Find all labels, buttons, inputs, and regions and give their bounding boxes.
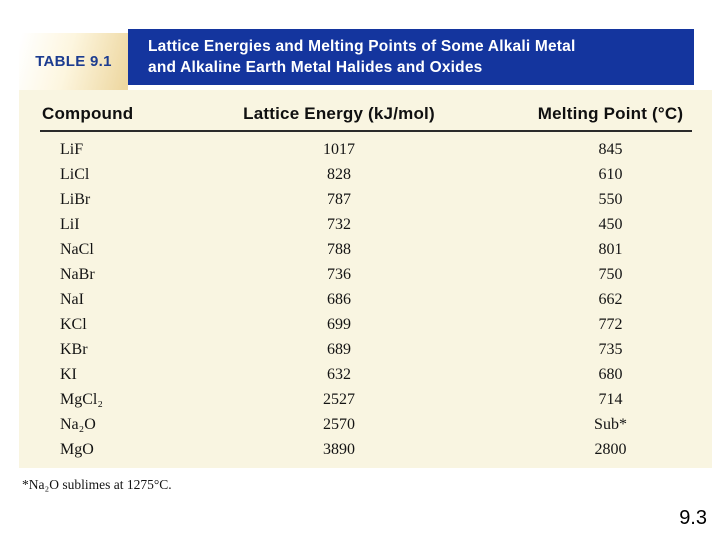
lattice-energy-cell: 736: [327, 266, 351, 283]
table-row: NaI 686 662: [19, 287, 712, 312]
compound-cell: LiI: [60, 216, 80, 233]
lattice-energy-cell: 2570: [323, 416, 355, 433]
compound-cell: KI: [60, 366, 77, 383]
melting-point-cell: 550: [598, 191, 623, 208]
table-row: Na₂O 2570 Sub*: [19, 412, 712, 437]
lattice-energy-cell: 689: [327, 341, 351, 358]
lattice-energy-cell: 632: [327, 366, 351, 383]
table-row: LiF 1017 845: [19, 137, 712, 162]
melting-point-cell: 801: [598, 241, 623, 258]
compound-cell: LiF: [60, 141, 84, 158]
melting-point-cell: Sub*: [594, 416, 627, 433]
compound-cell: MgCl₂: [60, 391, 103, 408]
lattice-energy-cell: 3890: [323, 441, 355, 458]
lattice-energy-cell: 2527: [323, 391, 355, 408]
table-title-line2: and Alkaline Earth Metal Halides and Oxi…: [148, 59, 483, 76]
compound-cell: NaCl: [60, 241, 94, 258]
compound-cell: KBr: [60, 341, 88, 358]
table-row: MgO 3890 2800: [19, 437, 712, 462]
melting-point-cell: 750: [598, 266, 623, 283]
melting-point-cell: 680: [598, 366, 623, 383]
melting-point-cell: 735: [598, 341, 623, 358]
table-body: Compound Lattice Energy (kJ/mol) Melting…: [19, 90, 712, 468]
melting-point-cell: 450: [598, 216, 623, 233]
table-header-row: Compound Lattice Energy (kJ/mol) Melting…: [19, 90, 712, 125]
melting-point-cell: 2800: [594, 441, 627, 458]
header-rule: [40, 130, 692, 132]
column-header-compound: Compound: [42, 104, 134, 123]
lattice-energy-cell: 732: [327, 216, 351, 233]
table-row: LiBr 787 550: [19, 187, 712, 212]
table-title-line1: Lattice Energies and Melting Points of S…: [148, 38, 576, 55]
melting-point-cell: 610: [598, 166, 623, 183]
compound-cell: NaI: [60, 291, 84, 308]
melting-point-cell: 662: [598, 291, 623, 308]
table-row: KI 632 680: [19, 362, 712, 387]
compound-cell: NaBr: [60, 266, 95, 283]
table-footnote: *Na₂O sublimes at 1275°C.: [22, 477, 172, 492]
slide-page-number: 9.3: [679, 507, 707, 529]
table-row: NaCl 788 801: [19, 237, 712, 262]
column-header-lattice-energy: Lattice Energy (kJ/mol): [243, 104, 435, 123]
melting-point-cell: 845: [598, 141, 623, 158]
table-number-text: TABLE 9.1: [35, 53, 112, 70]
melting-point-cell: 714: [598, 391, 623, 408]
lattice-energy-cell: 788: [327, 241, 351, 258]
compound-cell: LiCl: [60, 166, 90, 183]
lattice-energy-cell: 1017: [323, 141, 355, 158]
table-rows: LiF 1017 845 LiCl 828 610 LiBr 787 550 LiI 732 450 N…: [19, 137, 712, 462]
compound-cell: LiBr: [60, 191, 91, 208]
table-row: MgCl₂ 2527 714: [19, 387, 712, 412]
melting-point-cell: 772: [598, 316, 623, 333]
lattice-energy-cell: 699: [327, 316, 351, 333]
compound-cell: MgO: [60, 441, 94, 458]
lattice-energy-cell: 828: [327, 166, 351, 183]
table-title-banner: Lattice Energies and Melting Points of S…: [128, 29, 694, 85]
table-number-label: TABLE 9.1: [19, 33, 128, 93]
lattice-energy-cell: 686: [327, 291, 351, 308]
table-row: NaBr 736 750: [19, 262, 712, 287]
compound-cell: KCl: [60, 316, 87, 333]
table-row: LiI 732 450: [19, 212, 712, 237]
lattice-energy-cell: 787: [327, 191, 351, 208]
column-header-melting-point: Melting Point (°C): [537, 104, 684, 123]
table-row: KCl 699 772: [19, 312, 712, 337]
table-row: KBr 689 735: [19, 337, 712, 362]
table-row: LiCl 828 610: [19, 162, 712, 187]
compound-cell: Na₂O: [60, 416, 96, 433]
